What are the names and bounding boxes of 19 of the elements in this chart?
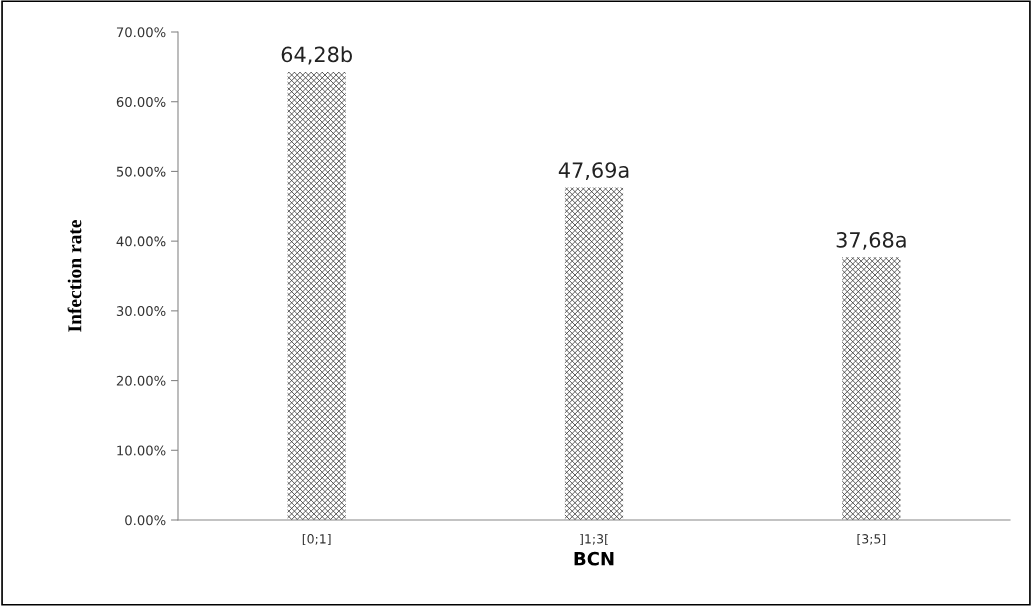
y-tick-label: 0.00%: [125, 515, 166, 526]
y-tick-label: 10.00%: [117, 445, 166, 456]
data-label: 64,28b: [281, 46, 352, 65]
y-tick-label: 60.00%: [116, 96, 166, 107]
x-tick-label: [0;1]: [302, 533, 331, 546]
x-axis-title: BCN: [574, 551, 614, 566]
y-tick-label: 50.00%: [116, 166, 166, 177]
data-label: 37,68a: [836, 231, 906, 250]
bar: [842, 257, 901, 520]
bar: [287, 71, 346, 520]
data-label: 47,69a: [558, 162, 629, 181]
y-tick-label: 70.00%: [116, 27, 166, 38]
x-tick-label: [3;5]: [857, 533, 886, 546]
x-tick-label: ]1;3[: [580, 533, 608, 546]
y-tick-label: 40.00%: [116, 236, 166, 247]
y-tick-label: 30.00%: [116, 306, 166, 317]
y-tick-label: 20.00%: [116, 375, 166, 386]
bar: [564, 187, 624, 520]
y-axis-title: Infection rate: [67, 220, 82, 332]
